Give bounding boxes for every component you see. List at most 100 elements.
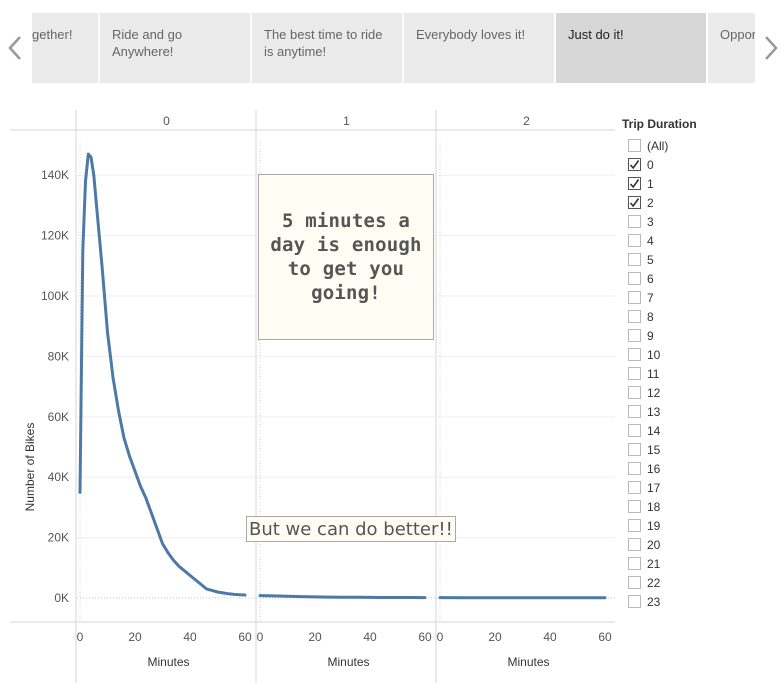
filter-item[interactable]: 7 xyxy=(622,288,772,307)
y-tick-label: 60K xyxy=(48,410,69,424)
checkbox-unchecked-icon[interactable] xyxy=(628,595,641,608)
checkbox-unchecked-icon[interactable] xyxy=(628,348,641,361)
y-tick-label: 140K xyxy=(41,168,69,182)
filter-item-label: 3 xyxy=(647,214,654,229)
filter-item[interactable]: 17 xyxy=(622,478,772,497)
x-tick-label: 60 xyxy=(238,630,252,644)
filter-item[interactable]: 4 xyxy=(622,231,772,250)
filter-item-label: 4 xyxy=(647,233,654,248)
filter-item[interactable]: 19 xyxy=(622,516,772,535)
filter-item-label: (All) xyxy=(647,138,669,153)
filter-item-label: 5 xyxy=(647,252,654,267)
filter-item[interactable]: 1 xyxy=(622,174,772,193)
filter-item-label: 15 xyxy=(647,442,661,457)
trip-duration-filter: Trip Duration (All) 0 1 2 3 4 5 6 7 8 9 10 11 12 13 14 1… xyxy=(622,116,772,611)
filter-item-label: 6 xyxy=(647,271,654,286)
checkbox-unchecked-icon[interactable] xyxy=(628,310,641,323)
checkbox-unchecked-icon[interactable] xyxy=(628,329,641,342)
checkbox-unchecked-icon[interactable] xyxy=(628,481,641,494)
filter-title: Trip Duration xyxy=(622,117,697,131)
filter-item-label: 18 xyxy=(647,499,661,514)
checkbox-checked-icon[interactable] xyxy=(628,196,641,209)
checkbox-unchecked-icon[interactable] xyxy=(628,291,641,304)
y-tick-label: 0K xyxy=(54,591,69,605)
filter-item[interactable]: 6 xyxy=(622,269,772,288)
filter-item[interactable]: 2 xyxy=(622,193,772,212)
checkbox-unchecked-icon[interactable] xyxy=(628,519,641,532)
filter-item[interactable]: 9 xyxy=(622,326,772,345)
checkbox-unchecked-icon[interactable] xyxy=(628,139,641,152)
filter-item-label: 2 xyxy=(647,195,654,210)
checkbox-unchecked-icon[interactable] xyxy=(628,538,641,551)
story-point-2[interactable]: Ride and go Anywhere! xyxy=(100,13,250,83)
checkbox-unchecked-icon[interactable] xyxy=(628,234,641,247)
filter-item[interactable]: 0 xyxy=(622,155,772,174)
filter-item-label: 8 xyxy=(647,309,654,324)
filter-item[interactable]: 14 xyxy=(622,421,772,440)
filter-item[interactable]: 5 xyxy=(622,250,772,269)
checkbox-checked-icon[interactable] xyxy=(628,177,641,190)
x-tick-label: 0 xyxy=(77,630,84,644)
y-tick-label: 80K xyxy=(48,349,69,363)
annotation-do-better: But we can do better!! xyxy=(246,516,456,542)
checkbox-unchecked-icon[interactable] xyxy=(628,253,641,266)
x-tick-label: 20 xyxy=(128,630,142,644)
filter-item[interactable]: 11 xyxy=(622,364,772,383)
checkbox-unchecked-icon[interactable] xyxy=(628,576,641,589)
x-tick-label: 40 xyxy=(183,630,197,644)
checkbox-unchecked-icon[interactable] xyxy=(628,272,641,285)
checkbox-checked-icon[interactable] xyxy=(628,158,641,171)
x-axis-title: Minutes xyxy=(147,655,189,669)
filter-item-label: 10 xyxy=(647,347,661,362)
filter-item[interactable]: (All) xyxy=(622,136,772,155)
filter-item[interactable]: 20 xyxy=(622,535,772,554)
filter-item[interactable]: 10 xyxy=(622,345,772,364)
story-prev-button[interactable] xyxy=(4,32,26,64)
filter-item-label: 0 xyxy=(647,157,654,172)
panel-header: 0 xyxy=(163,114,170,128)
annotation-do-better-text: But we can do better!! xyxy=(249,518,453,540)
filter-list: (All) 0 1 2 3 4 5 6 7 8 9 10 11 12 13 14 15 16 17 18 19 20 21 2… xyxy=(622,136,772,611)
story-points-strip: gether! Ride and go Anywhere! The best t… xyxy=(32,13,755,83)
filter-item[interactable]: 12 xyxy=(622,383,772,402)
filter-item[interactable]: 8 xyxy=(622,307,772,326)
story-point-5[interactable]: Just do it! xyxy=(556,13,706,83)
filter-item[interactable]: 18 xyxy=(622,497,772,516)
annotation-motivation-text: 5 minutes a day is enough to get you goi… xyxy=(270,210,422,304)
filter-item[interactable]: 23 xyxy=(622,592,772,611)
checkbox-unchecked-icon[interactable] xyxy=(628,367,641,380)
filter-item-label: 23 xyxy=(647,594,661,609)
story-point-6[interactable]: Oppor xyxy=(708,13,755,83)
filter-item[interactable]: 15 xyxy=(622,440,772,459)
chevron-right-icon xyxy=(765,36,778,60)
checkbox-unchecked-icon[interactable] xyxy=(628,215,641,228)
trip-duration-chart: 0 1 2 0K 20K 40K 60K 80K 100K 120K 140K 0 20 40 60 Minu… xyxy=(0,100,615,683)
filter-item[interactable]: 3 xyxy=(622,212,772,231)
filter-item-label: 17 xyxy=(647,480,661,495)
checkbox-unchecked-icon[interactable] xyxy=(628,386,641,399)
checkbox-unchecked-icon[interactable] xyxy=(628,462,641,475)
checkbox-unchecked-icon[interactable] xyxy=(628,424,641,437)
filter-item-label: 16 xyxy=(647,461,661,476)
filter-item[interactable]: 13 xyxy=(622,402,772,421)
checkbox-unchecked-icon[interactable] xyxy=(628,500,641,513)
x-tick-label: 40 xyxy=(363,630,377,644)
y-tick-label: 100K xyxy=(41,289,69,303)
story-point-1[interactable]: gether! xyxy=(32,13,98,83)
story-navigator: gether! Ride and go Anywhere! The best t… xyxy=(0,0,780,100)
checkbox-unchecked-icon[interactable] xyxy=(628,557,641,570)
x-tick-label: 60 xyxy=(418,630,432,644)
checkbox-unchecked-icon[interactable] xyxy=(628,443,641,456)
panel-header: 1 xyxy=(343,114,350,128)
story-next-button[interactable] xyxy=(760,32,780,64)
chevron-left-icon xyxy=(8,36,21,60)
filter-item[interactable]: 16 xyxy=(622,459,772,478)
filter-item[interactable]: 21 xyxy=(622,554,772,573)
y-axis-title: Number of Bikes xyxy=(23,422,37,512)
checkbox-unchecked-icon[interactable] xyxy=(628,405,641,418)
story-point-3[interactable]: The best time to ride is anytime! xyxy=(252,13,402,83)
story-point-4[interactable]: Everybody loves it! xyxy=(404,13,554,83)
filter-item[interactable]: 22 xyxy=(622,573,772,592)
x-axis-title: Minutes xyxy=(507,655,549,669)
